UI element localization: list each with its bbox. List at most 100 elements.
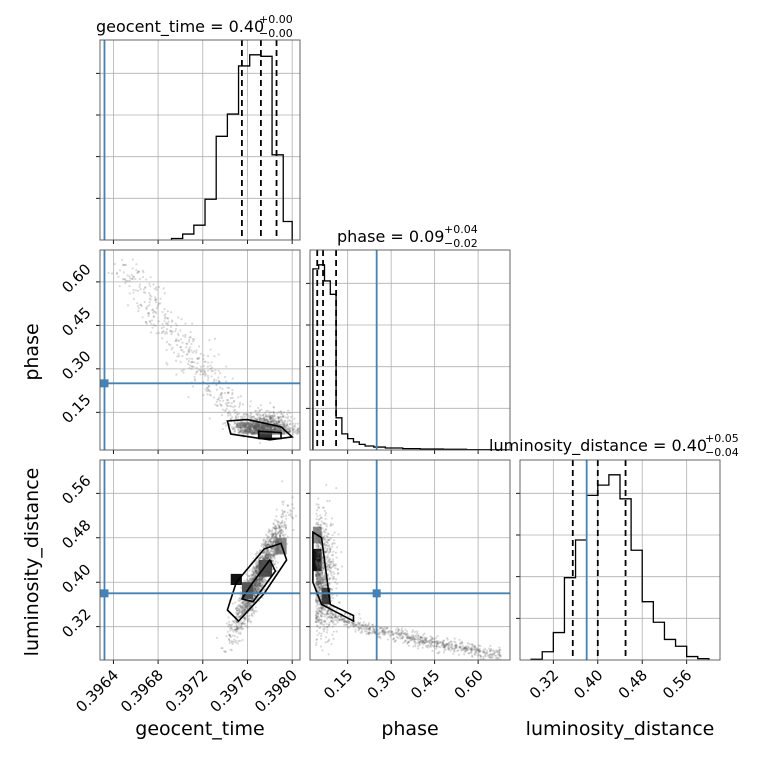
sample-point xyxy=(321,600,324,603)
sample-point xyxy=(243,431,246,435)
sample-point xyxy=(378,631,382,634)
sample-point xyxy=(250,588,254,592)
sample-point xyxy=(326,572,330,576)
sample-point xyxy=(274,533,278,536)
sample-point xyxy=(261,431,265,434)
sample-point xyxy=(378,627,381,630)
sample-point xyxy=(218,396,221,399)
sample-point xyxy=(325,587,328,590)
sample-point xyxy=(265,554,268,557)
sample-point xyxy=(419,639,423,642)
sample-point xyxy=(272,406,275,409)
sample-point xyxy=(474,646,477,649)
sample-point xyxy=(323,534,326,537)
sample-point xyxy=(251,578,254,581)
sample-point xyxy=(289,423,292,426)
sample-point xyxy=(266,566,269,569)
sample-point xyxy=(196,370,199,374)
sample-point xyxy=(250,429,253,432)
sample-point xyxy=(229,412,232,415)
sample-point xyxy=(251,432,254,436)
sample-point xyxy=(248,429,251,432)
sample-point xyxy=(366,625,369,628)
sample-point xyxy=(322,609,325,612)
sample-point xyxy=(258,589,261,592)
sample-point xyxy=(262,418,266,421)
contour-line xyxy=(226,418,294,441)
sample-point xyxy=(259,432,262,435)
sample-point xyxy=(399,637,402,640)
sample-point xyxy=(251,430,255,433)
sample-point xyxy=(446,647,450,650)
sample-point xyxy=(421,646,424,649)
sample-point xyxy=(332,621,335,624)
sample-point xyxy=(249,425,252,428)
sample-point xyxy=(316,601,319,604)
sample-point xyxy=(316,612,319,615)
sample-point xyxy=(256,566,259,570)
sample-point xyxy=(261,566,264,569)
sample-point xyxy=(261,573,264,577)
sample-point xyxy=(406,636,409,639)
sample-point xyxy=(330,545,334,548)
ytick-label-phase: 0.60 xyxy=(58,260,94,296)
sample-point xyxy=(191,337,195,341)
sample-point xyxy=(249,423,252,427)
sample-point xyxy=(431,637,434,640)
sample-point xyxy=(279,428,282,431)
sample-point xyxy=(258,549,262,552)
sample-point xyxy=(265,432,269,435)
sample-point xyxy=(233,428,236,431)
sample-point xyxy=(265,543,268,547)
sample-point xyxy=(170,320,174,323)
sample-point xyxy=(329,537,332,540)
sample-point xyxy=(269,426,272,429)
sample-point xyxy=(482,657,485,660)
sample-point xyxy=(275,547,278,550)
sample-point xyxy=(155,288,158,291)
sample-point xyxy=(397,628,400,631)
sample-point xyxy=(329,611,332,614)
sample-point xyxy=(255,572,258,575)
sample-point xyxy=(465,648,468,652)
sample-point xyxy=(285,422,289,425)
sample-point xyxy=(263,559,266,562)
sample-point xyxy=(257,425,260,428)
sample-point xyxy=(449,640,452,643)
sample-point xyxy=(275,421,279,424)
sample-point xyxy=(220,647,223,650)
sample-point xyxy=(271,428,274,431)
sample-point xyxy=(265,432,268,435)
sample-point xyxy=(258,582,262,585)
sample-point xyxy=(254,588,257,591)
sample-point xyxy=(372,625,375,628)
sample-point xyxy=(291,496,294,499)
sample-point xyxy=(255,569,258,573)
sample-point xyxy=(334,614,338,617)
sample-point xyxy=(274,547,277,550)
sample-point xyxy=(485,649,488,652)
sample-point xyxy=(257,425,260,428)
sample-point xyxy=(255,423,258,426)
sample-point xyxy=(316,543,320,547)
sample-point xyxy=(320,615,323,618)
sample-point xyxy=(277,416,280,419)
sample-point xyxy=(322,602,326,605)
xtick-label-geocent_time: 0.3976 xyxy=(206,666,256,716)
sample-point xyxy=(236,636,239,639)
sample-point xyxy=(365,625,369,628)
sample-point xyxy=(261,575,265,579)
sample-point xyxy=(240,607,243,611)
sample-point xyxy=(329,612,333,615)
sample-point xyxy=(244,423,247,426)
sample-point xyxy=(278,427,281,430)
sample-point xyxy=(253,574,256,578)
sample-point xyxy=(381,629,384,633)
sample-point xyxy=(266,555,269,559)
sample-point xyxy=(281,525,284,528)
sample-point xyxy=(495,649,498,652)
sample-point xyxy=(290,426,293,430)
sample-point xyxy=(264,426,267,429)
sample-point xyxy=(277,524,280,527)
sample-point xyxy=(254,573,257,576)
